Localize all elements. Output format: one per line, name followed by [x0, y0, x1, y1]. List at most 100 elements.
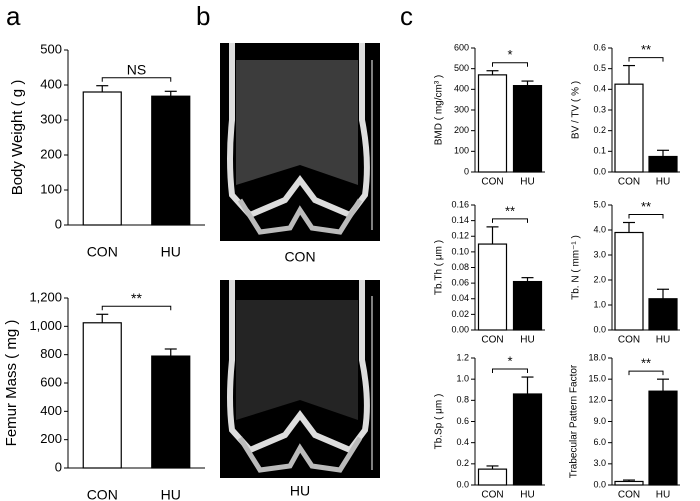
bar-chart: 0.0 0.2 0.4 0.6 0.8 1.0 1.2 Tb.Sp ( μm ) CON HU *: [434, 352, 545, 501]
y-tick-label: 200: [454, 125, 469, 135]
bar: [477, 243, 508, 331]
y-axis-label: Femur Mass ( mg ): [3, 320, 20, 447]
y-tick-label: 0.0: [593, 479, 606, 489]
y-tick-label: 400: [40, 76, 62, 91]
x-tick-label: CON: [87, 487, 118, 501]
panel-letter: a: [6, 1, 21, 31]
y-tick-label: 2.0: [593, 274, 606, 284]
y-tick-label: 0.00: [451, 324, 469, 334]
y-tick-label: 0.6: [593, 42, 606, 52]
y-tick-label: 0.2: [456, 458, 469, 468]
bar-chart: 0.0 3.0 6.0 9.0 12.0 15.0 18.0 Trabecular Patte…: [569, 352, 680, 501]
x-tick-label: HU: [656, 490, 670, 501]
y-tick-label: 0.0: [456, 479, 469, 489]
x-tick-label: HU: [520, 335, 534, 346]
y-tick-label: 200: [40, 431, 62, 446]
significance-bracket: [628, 370, 664, 376]
y-tick-label: 1.2: [456, 352, 469, 362]
y-tick-label: 0.06: [451, 278, 469, 288]
y-tick-label: 0: [55, 459, 62, 474]
y-tick-label: 0.4: [593, 84, 606, 94]
y-tick-label: 0.2: [593, 125, 606, 135]
y-axis-label: Tb.Sp ( μm ): [434, 394, 445, 450]
bar: [614, 83, 644, 173]
y-tick-label: 0.10: [451, 246, 469, 256]
y-tick-label: 1.0: [593, 299, 606, 309]
y-axis-label: BV / TV ( % ): [571, 81, 582, 139]
y-axis-label: Tb. N ( mm⁻¹ ): [571, 235, 582, 300]
bar: [648, 298, 678, 331]
y-tick-label: 0.4: [456, 437, 469, 447]
bar: [477, 74, 508, 173]
x-tick-label: CON: [481, 177, 503, 188]
y-tick-label: 1,000: [29, 318, 62, 333]
significance-label: NS: [127, 61, 146, 77]
bar: [82, 91, 122, 226]
y-axis-label: BMD ( mg/cm³ ): [434, 75, 445, 146]
bar-chart: 0.0 0.1 0.2 0.3 0.4 0.5 0.6 BV / TV ( % ) CON HU *…: [571, 42, 680, 188]
significance-label: **: [641, 356, 651, 371]
x-tick-label: CON: [618, 335, 640, 346]
y-tick-label: 600: [454, 42, 469, 52]
y-tick-label: 0: [464, 166, 469, 176]
y-tick-label: 0.5: [593, 63, 606, 73]
y-tick-label: 3.0: [593, 458, 606, 468]
y-tick-label: 500: [454, 63, 469, 73]
y-tick-label: 0.1: [593, 146, 606, 156]
y-tick-label: 100: [40, 181, 62, 196]
significance-bracket: [101, 305, 172, 311]
significance-bracket: [492, 368, 528, 374]
y-tick-label: 15.0: [588, 374, 606, 384]
significance-label: *: [507, 353, 512, 368]
bar-chart: 0 100 200 300 400 500 600 BMD ( mg/cm³ ) CON HU *: [434, 42, 545, 188]
significance-bracket: [628, 57, 664, 62]
y-tick-label: 0.12: [451, 231, 469, 241]
y-tick-label: 4.0: [593, 224, 606, 234]
y-tick-label: 18.0: [588, 352, 606, 362]
y-tick-label: 6.0: [593, 437, 606, 447]
image-caption: CON: [284, 249, 315, 265]
x-tick-label: HU: [520, 177, 534, 188]
x-tick-label: CON: [618, 177, 640, 188]
significance-label: **: [641, 199, 651, 214]
significance-bracket: [101, 77, 172, 82]
bar: [512, 85, 543, 173]
y-tick-label: 400: [454, 84, 469, 94]
x-tick-label: HU: [656, 335, 670, 346]
x-tick-label: CON: [87, 244, 118, 260]
x-tick-label: HU: [520, 490, 534, 501]
bar: [477, 468, 508, 486]
y-tick-label: 0.04: [451, 293, 469, 303]
bar: [614, 231, 644, 331]
x-tick-label: CON: [481, 335, 503, 346]
bar-chart: 0.0 1.0 2.0 3.0 4.0 5.0 Tb. N ( mm⁻¹ ) CON HU **: [571, 199, 680, 346]
y-tick-label: 0.6: [456, 416, 469, 426]
y-tick-label: 0.0: [593, 324, 606, 334]
micro-ct-image: CON: [220, 43, 380, 265]
x-tick-label: CON: [618, 490, 640, 501]
significance-label: *: [507, 47, 512, 62]
bar: [614, 480, 644, 486]
y-tick-label: 0.8: [456, 395, 469, 405]
x-tick-label: HU: [161, 487, 181, 501]
significance-bracket: [492, 218, 528, 223]
y-tick-label: 400: [40, 403, 62, 418]
significance-label: **: [131, 290, 142, 306]
y-axis-label: Body Weight ( g ): [9, 80, 26, 196]
significance-bracket: [628, 214, 664, 219]
bar: [151, 355, 191, 469]
image-caption: HU: [290, 483, 310, 499]
y-tick-label: 1.0: [456, 374, 469, 384]
y-tick-label: 9.0: [593, 416, 606, 426]
y-tick-label: 12.0: [588, 395, 606, 405]
panel-letter: c: [400, 1, 413, 31]
bar: [82, 322, 122, 469]
y-tick-label: 300: [40, 111, 62, 126]
y-tick-label: 300: [454, 104, 469, 114]
significance-bracket: [492, 62, 528, 67]
bar-chart: 0 200 400 600 800 1,000 1,200 Femur Mass ( mg )…: [3, 289, 205, 501]
y-tick-label: 600: [40, 374, 62, 389]
bar: [648, 390, 678, 486]
y-tick-label: 0.16: [451, 199, 469, 209]
